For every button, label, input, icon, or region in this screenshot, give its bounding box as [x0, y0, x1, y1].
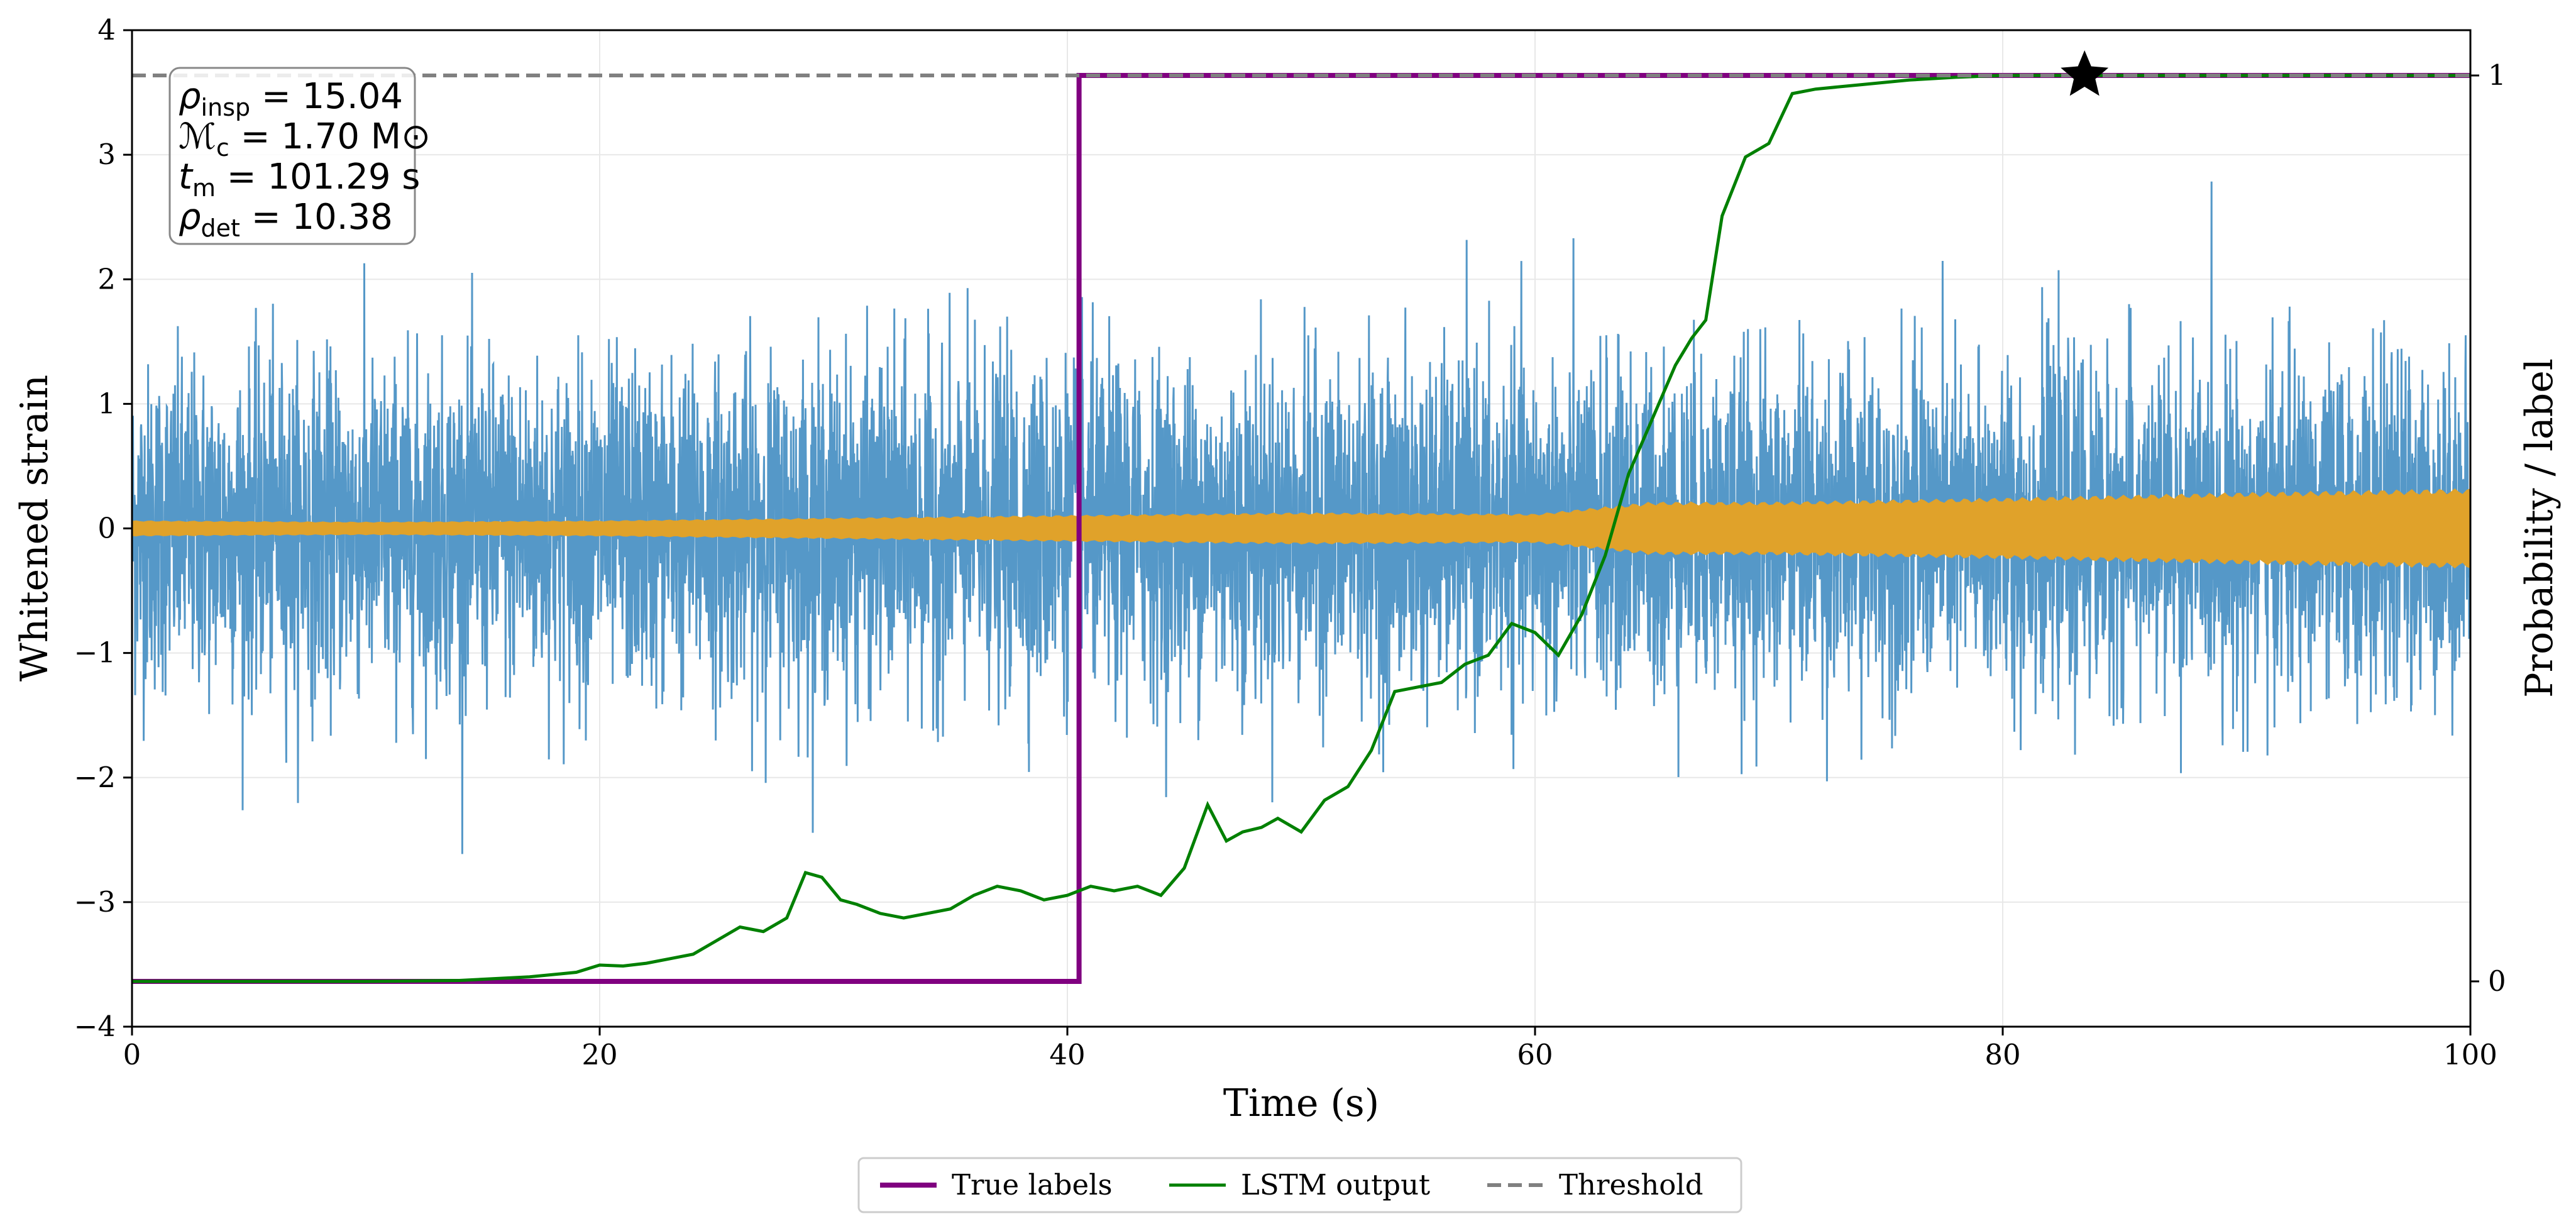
annotation-line: ℳc = 1.70 M⊙: [179, 116, 431, 162]
noise-strain-series: [132, 181, 2470, 854]
right-y-tick-label: 0: [2488, 964, 2506, 998]
probability-series: [132, 73, 2470, 984]
x-axis-ticks: 0 20 40 60 80 100: [123, 1027, 2497, 1071]
x-tick-label: 0: [123, 1038, 141, 1071]
y-tick-label: 3: [97, 138, 116, 171]
right-y-axis-ticks: 01: [2470, 58, 2506, 998]
x-tick-label: 60: [1517, 1038, 1553, 1071]
y-tick-label: 2: [97, 262, 116, 295]
y-tick-label: 0: [97, 512, 116, 545]
x-axis-label: Time (s): [1223, 1081, 1379, 1125]
legend-entry: LSTM output: [1241, 1168, 1430, 1201]
x-tick-label: 40: [1049, 1038, 1085, 1071]
y-tick-label: 1: [97, 387, 116, 420]
legend: True labels LSTM output Threshold: [857, 1157, 1742, 1213]
whitened-strain-trace: [132, 181, 2470, 854]
y-tick-label: −4: [74, 1010, 116, 1043]
signal-envelope-series: [132, 488, 2470, 569]
y-tick-label: −3: [74, 885, 116, 919]
detection-marker: [2061, 50, 2109, 96]
left-y-axis-ticks: −4 −3 −2 −1 0 1 2 3 4: [74, 13, 132, 1043]
annotation-line: tm = 101.29 s: [179, 157, 420, 202]
annotation-line: ρinsp = 15.04: [179, 76, 403, 121]
annotation-line: ρdet = 10.38: [179, 197, 393, 242]
star-marker-icon: [2061, 50, 2109, 96]
y-tick-label: −1: [74, 636, 116, 670]
y-tick-label: −2: [74, 761, 116, 794]
x-tick-label: 20: [581, 1038, 617, 1071]
legend-entry: Threshold: [1559, 1168, 1704, 1201]
left-y-axis-label: Whitened strain: [13, 375, 57, 682]
x-tick-label: 100: [2443, 1038, 2497, 1071]
y-tick-label: 4: [97, 13, 116, 47]
x-tick-label: 80: [1984, 1038, 2020, 1071]
series-lstm-output: [132, 74, 2470, 983]
legend-entry: True labels: [952, 1168, 1113, 1201]
right-y-tick-label: 1: [2488, 58, 2506, 92]
right-y-axis-label: Probability / label: [2518, 358, 2562, 698]
